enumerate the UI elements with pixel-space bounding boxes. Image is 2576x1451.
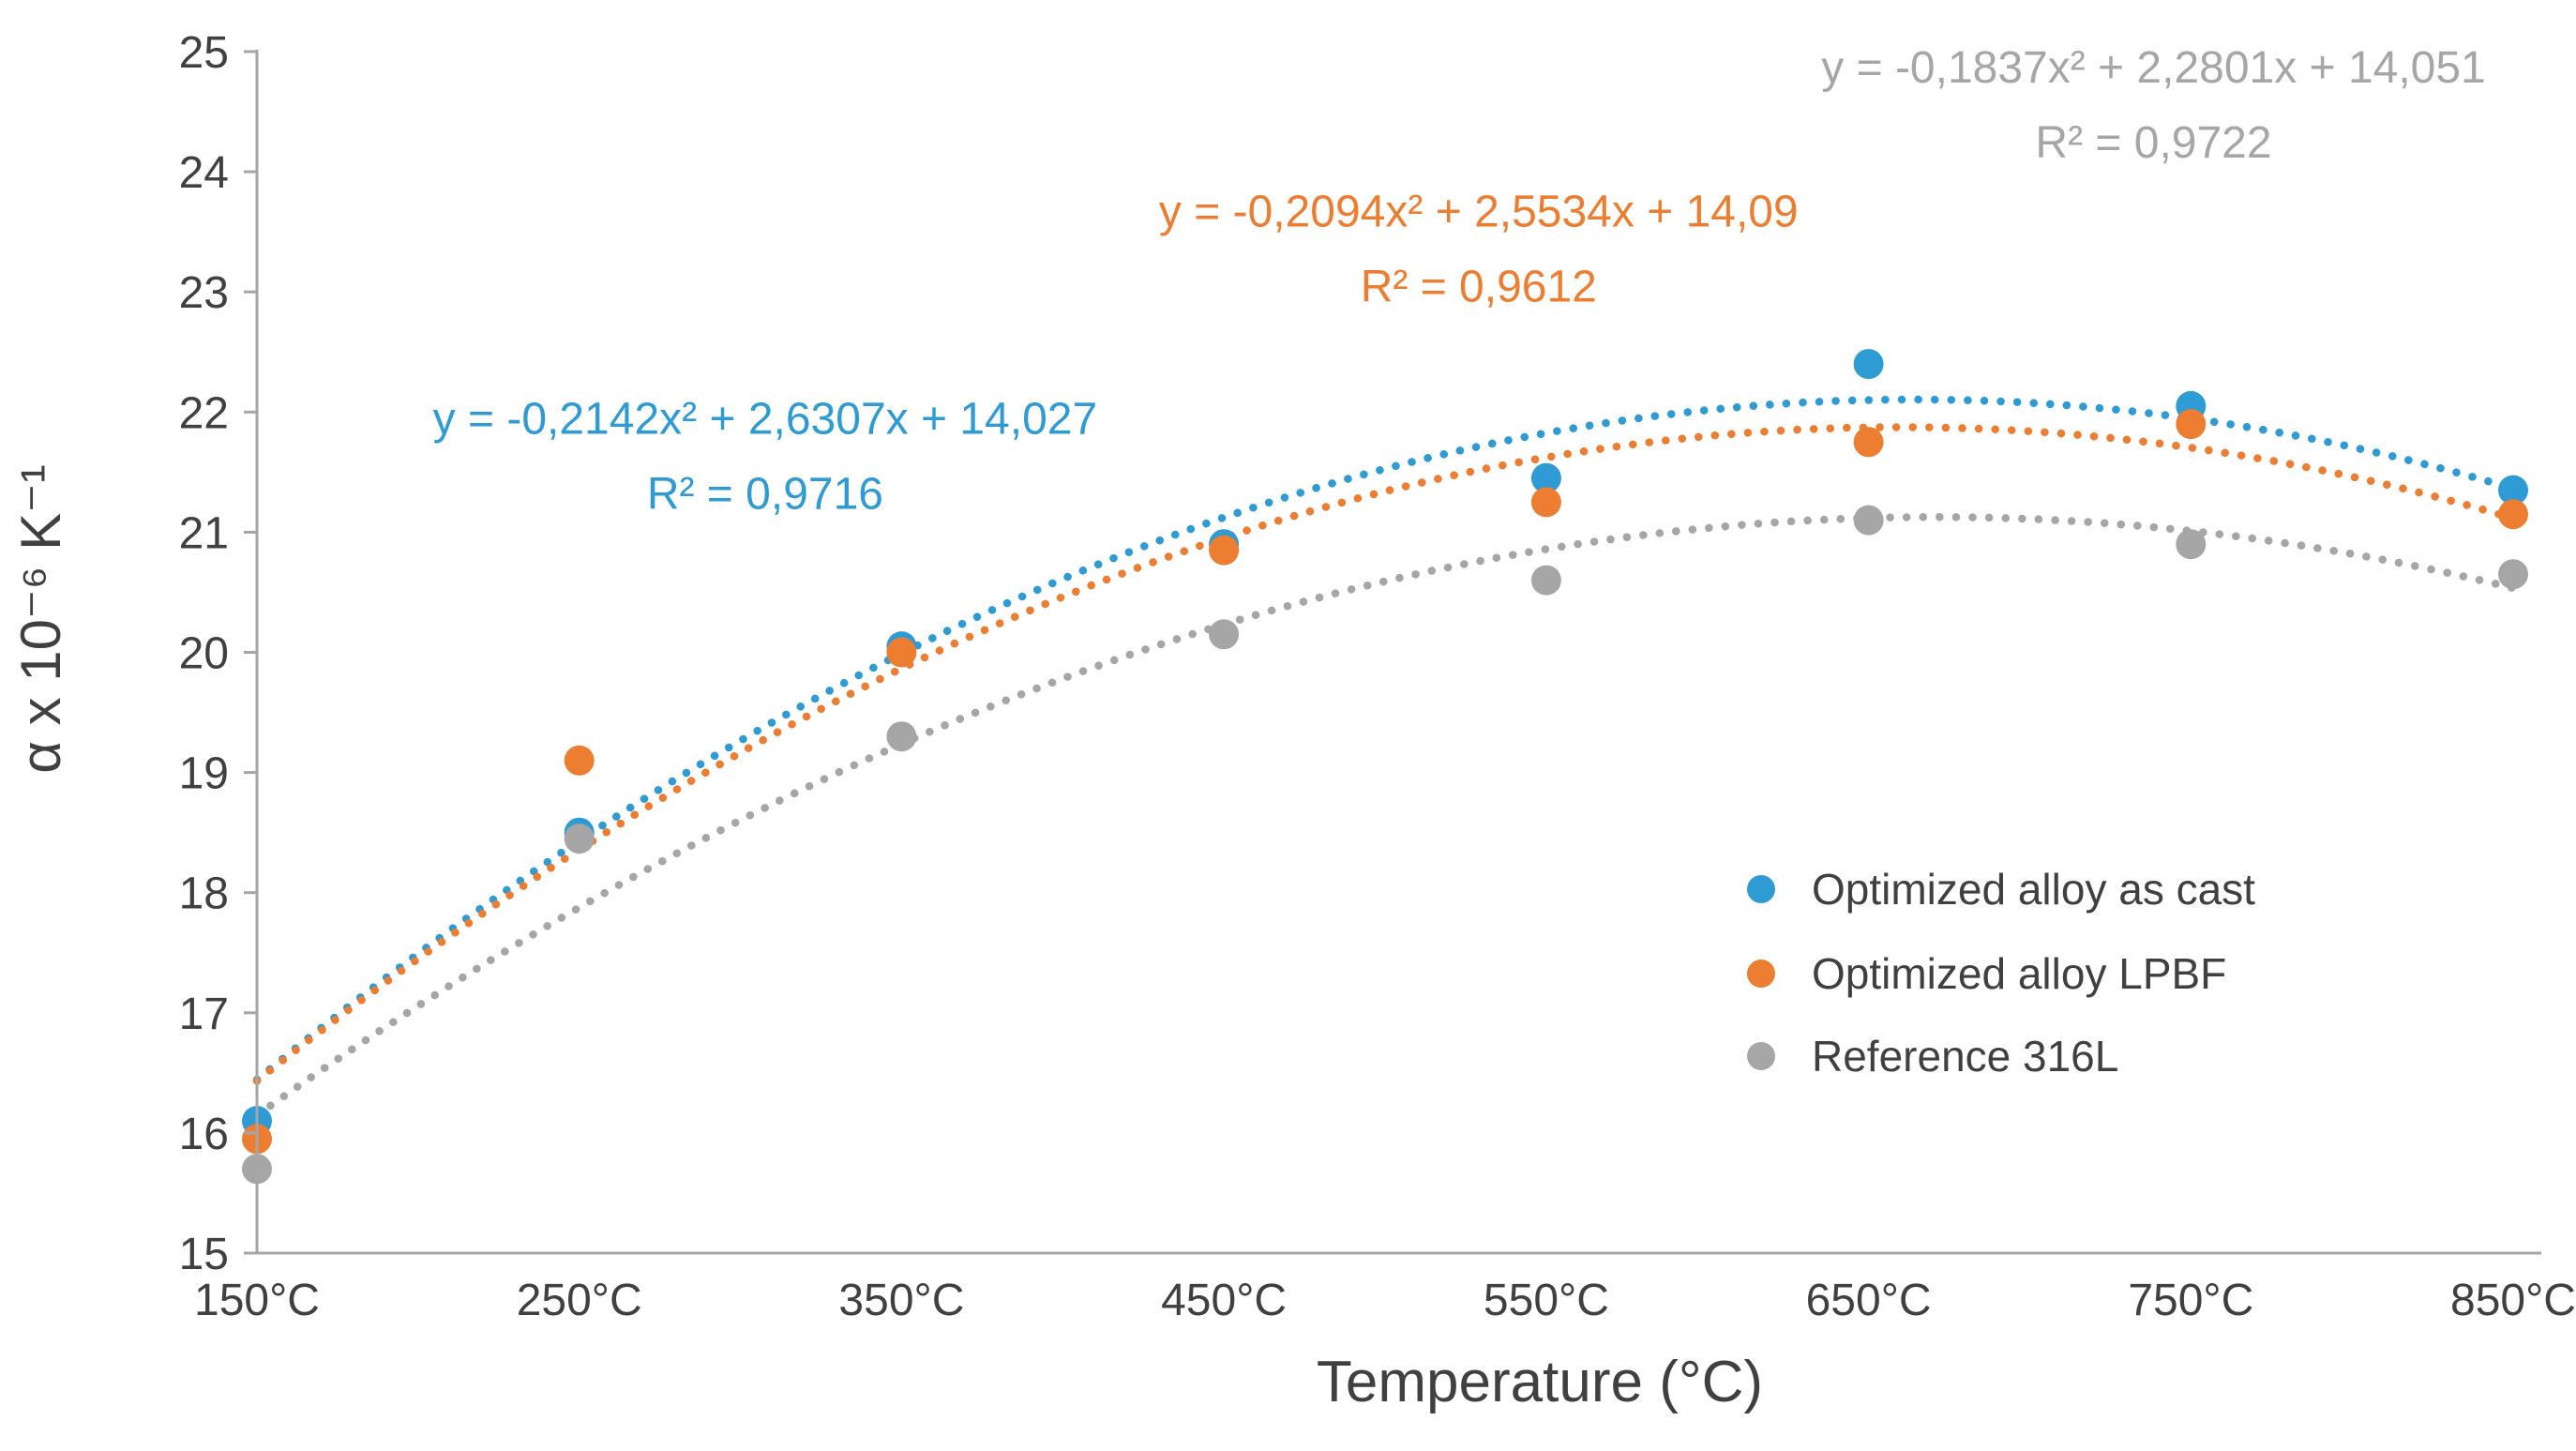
series-optimized-alloy-lpbf: [242, 409, 2528, 1155]
x-tick-label: 550°C: [1484, 1276, 1609, 1325]
x-tick-label: 750°C: [2128, 1276, 2253, 1325]
marker-optimized-alloy-lpbf: [2498, 499, 2528, 530]
legend-label: Reference 316L: [1812, 1032, 2118, 1081]
marker-optimized-alloy-lpbf: [564, 745, 595, 776]
trendlines: [252, 395, 2518, 1120]
marker-reference-316l: [564, 824, 595, 854]
x-axis-labels: 150°C 250°C 350°C 450°C 550°C 650°C 750°C 850°C: [194, 1276, 2576, 1325]
marker-reference-316l: [1530, 565, 1561, 596]
trendline-reference-316l: [252, 512, 2518, 1120]
legend-item-reference-316l: Reference 316L: [1747, 1032, 2118, 1081]
trendline-optimized-alloy-lpbf: [252, 423, 2518, 1085]
trendline-equation: y = -0,2142x² + 2,6307x + 14,027: [433, 395, 1098, 445]
legend-item-optimized-alloy-lpbf: Optimized alloy LPBF: [1747, 949, 2226, 998]
marker-optimized-alloy-as-cast: [1853, 349, 1884, 380]
y-axis-title: α x 10⁻⁶ K⁻¹: [9, 464, 72, 773]
y-tick-label: 20: [179, 629, 229, 679]
r-squared-value: R² = 0,9716: [647, 470, 883, 520]
y-tick-label: 25: [179, 28, 229, 78]
x-tick-label: 250°C: [517, 1276, 642, 1325]
x-tick-label: 850°C: [2450, 1276, 2576, 1325]
marker-reference-316l: [2176, 529, 2207, 560]
equation-reference-316l: y = -0,1837x² + 2,2801x + 14,051 R² = 0,9…: [1821, 43, 2486, 168]
legend: Optimized alloy as cast Optimized alloy L…: [1747, 865, 2255, 1081]
equation-optimized-alloy-lpbf: y = -0,2094x² + 2,5534x + 14,09 R² = 0,96…: [1159, 187, 1799, 311]
trendline-equation: y = -0,2094x² + 2,5534x + 14,09: [1159, 187, 1799, 236]
equation-optimized-alloy-as-cast: y = -0,2142x² + 2,6307x + 14,027 R² = 0,9…: [433, 395, 1098, 520]
legend-label: Optimized alloy as cast: [1812, 865, 2255, 914]
x-tick-label: 350°C: [838, 1276, 964, 1325]
y-axis-labels: 15 16 17 18 19 20 21 22 23 24 25: [179, 28, 229, 1279]
marker-reference-316l: [1209, 619, 1240, 650]
y-tick-label: 19: [179, 749, 229, 799]
trendline-equation: y = -0,1837x² + 2,2801x + 14,051: [1821, 43, 2486, 93]
marker-optimized-alloy-lpbf: [2176, 409, 2207, 440]
x-tick-label: 150°C: [194, 1276, 320, 1325]
y-tick-label: 16: [179, 1110, 229, 1159]
y-tick-label: 24: [179, 148, 229, 198]
marker-reference-316l: [886, 721, 917, 752]
legend-label: Optimized alloy LPBF: [1812, 949, 2226, 998]
legend-marker-icon: [1747, 1042, 1775, 1070]
marker-optimized-alloy-lpbf: [1209, 535, 1240, 566]
x-axis-title: Temperature (°C): [1317, 1350, 1763, 1414]
marker-reference-316l: [2498, 559, 2528, 590]
marker-optimized-alloy-lpbf: [1853, 427, 1884, 458]
legend-item-optimized-alloy-as-cast: Optimized alloy as cast: [1747, 865, 2255, 914]
series-reference-316l: [242, 505, 2528, 1185]
y-tick-label: 23: [179, 268, 229, 318]
x-tick-label: 650°C: [1806, 1276, 1932, 1325]
r-squared-value: R² = 0,9612: [1361, 262, 1597, 311]
series-optimized-alloy-as-cast: [242, 349, 2528, 1137]
trendline-optimized-alloy-as-cast: [252, 395, 2518, 1084]
legend-marker-icon: [1747, 960, 1775, 988]
x-tick-label: 450°C: [1161, 1276, 1287, 1325]
y-tick-label: 21: [179, 508, 229, 558]
y-tick-label: 22: [179, 388, 229, 438]
legend-marker-icon: [1747, 875, 1775, 903]
r-squared-value: R² = 0,9722: [2035, 118, 2271, 168]
marker-optimized-alloy-as-cast: [2498, 475, 2528, 506]
marker-optimized-alloy-as-cast: [1530, 462, 1561, 493]
y-tick-label: 18: [179, 869, 229, 919]
y-tick-label: 17: [179, 990, 229, 1039]
marker-optimized-alloy-lpbf: [886, 637, 917, 668]
axes: [244, 50, 2541, 1255]
marker-reference-316l: [1853, 505, 1884, 536]
y-tick-label: 15: [179, 1230, 229, 1279]
marker-optimized-alloy-lpbf: [1530, 487, 1561, 518]
